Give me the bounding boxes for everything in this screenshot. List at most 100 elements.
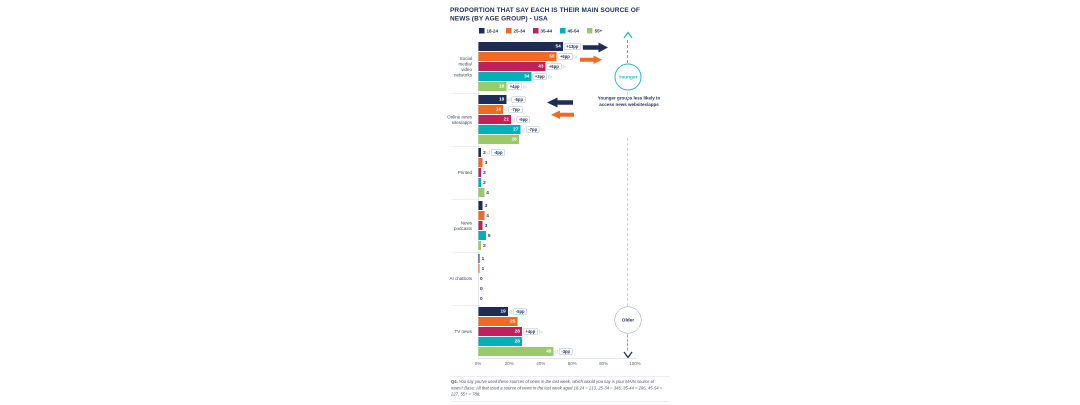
category-label-text: TV news: [454, 329, 472, 335]
category-label: News podcasts: [396, 201, 472, 251]
bar-row: 43 +6pp ▷: [478, 62, 567, 71]
bar-row: 28: [478, 337, 522, 346]
bar-35-44: [478, 221, 483, 230]
category-label-text: Social media/ video networks: [453, 55, 472, 78]
change-left-triangle-icon: ◁: [506, 97, 511, 102]
bar-value: 27: [513, 126, 519, 133]
category-label: Social media/ video networks: [396, 42, 472, 92]
category-label-text: AI chatbots: [449, 276, 472, 282]
legend: 18-24 25-34 35-44 45-54 55+: [479, 28, 602, 34]
bar-row: 54+13pp▷: [478, 42, 586, 51]
bar-row: 5: [478, 231, 490, 240]
bar-18-24: 18: [478, 95, 507, 104]
bar-55+: [478, 188, 485, 197]
bar-row: 1: [478, 264, 484, 273]
bar-18-24: 19: [478, 307, 508, 316]
bar-18-24: [478, 201, 483, 210]
footnote-question-number: Q4.: [451, 379, 458, 384]
change-right-triangle-icon: ▷: [523, 84, 528, 89]
bar-row: 19 ◁ -5pp: [478, 307, 528, 316]
change-badge: +4pp: [522, 328, 538, 335]
bar-value: 3: [484, 222, 488, 229]
change-badge: +3pp: [532, 73, 548, 80]
x-tick-label: 0%: [474, 361, 482, 366]
increase-arrow-navy-icon: [583, 42, 608, 53]
bar-row: 28 +4pp ▷: [478, 327, 543, 336]
x-tick-label: 80%: [599, 361, 609, 366]
change-left-triangle-icon: ◁: [511, 117, 515, 122]
bar-row: 4: [478, 211, 489, 220]
bar-value: 2: [483, 179, 486, 186]
legend-label: 18-24: [486, 28, 499, 34]
legend-item: 35-44: [533, 28, 552, 34]
bar-row: 3: [478, 201, 487, 210]
legend-swatch: [506, 28, 512, 34]
change-right-triangle-icon: ▷: [562, 64, 567, 69]
bar-value: 54: [555, 43, 561, 50]
change-badge: -5pp: [513, 308, 528, 315]
bar-value: 1: [481, 265, 485, 272]
bar-row: 0: [478, 284, 483, 293]
change-left-triangle-icon: ◁: [520, 127, 525, 132]
bar-value: 3: [484, 202, 488, 209]
x-tick-label: 20%: [504, 361, 514, 366]
bar-row: 21 ◁ -9pp: [478, 115, 531, 124]
bar-row: 50 +6pp ▷: [478, 52, 578, 61]
up-arrow-icon: [623, 31, 633, 39]
bar-25-34: 50: [478, 52, 557, 61]
bar-row: 48 ◁ -3pp: [478, 347, 574, 356]
bar-row: 26: [478, 135, 519, 144]
bar-45-54: 27: [478, 125, 521, 134]
timeline-dash-bottom: [627, 334, 628, 351]
bar-18-24: [478, 254, 480, 263]
legend-item: 18-24: [479, 28, 498, 34]
category-label: TV news: [396, 307, 472, 357]
x-axis-line: [478, 358, 636, 359]
bar-value: 50: [549, 53, 555, 60]
group-separator: [452, 305, 481, 306]
legend-label: 35-44: [540, 28, 553, 34]
younger-note: Younger groups less likely to access new…: [597, 95, 661, 107]
bar-value: 26: [511, 136, 517, 143]
legend-item: 25-34: [506, 28, 525, 34]
bar-row: 2: [478, 168, 486, 177]
y-axis-line: [478, 41, 479, 358]
category-label: AI chatbots: [396, 254, 472, 304]
change-right-triangle-icon: ▷: [573, 54, 578, 59]
bar-35-44: [478, 168, 482, 177]
bar-value: 16: [495, 106, 502, 113]
bar-row: 0: [478, 294, 483, 303]
bar-row: 0: [478, 274, 483, 283]
bar-55+: [478, 241, 482, 250]
bar-value: 21: [503, 116, 509, 123]
footnote-rule-top: [451, 376, 670, 377]
category-label: Online news sites/apps: [396, 95, 472, 145]
bar-row: 2 ◁ -4pp: [478, 148, 506, 157]
bar-35-44: 21: [478, 115, 511, 124]
change-right-triangle-icon: ▷: [539, 329, 543, 334]
bar-row: 1: [478, 254, 484, 263]
footnote: Q4.You say you've used these sources of …: [451, 379, 667, 398]
bar-35-44: 28: [478, 327, 522, 336]
change-badge: +6pp: [546, 63, 562, 70]
change-badge: -7pp: [508, 106, 523, 113]
bar-value: 19: [500, 308, 506, 315]
bar-25-34: [478, 264, 480, 273]
bar-18-24: [478, 148, 482, 157]
legend-swatch: [479, 28, 485, 34]
change-badge: -3pp: [558, 348, 573, 355]
change-badge: -6pp: [511, 96, 526, 103]
legend-label: 45-54: [567, 28, 580, 34]
change-left-triangle-icon: ◁: [486, 150, 490, 155]
legend-item: 45-54: [560, 28, 579, 34]
younger-circle: Younger: [614, 63, 642, 91]
chart-title: PROPORTION THAT SAY EACH IS THEIR MAIN S…: [450, 6, 640, 22]
legend-item: 55+: [587, 28, 602, 34]
bar-value: 2: [483, 169, 486, 176]
timeline-dash-mid: [627, 138, 628, 306]
x-tick-label: 40%: [536, 361, 546, 366]
bar-row: 3: [478, 221, 487, 230]
timeline-dash-top: [627, 40, 628, 63]
bar-row: 4: [478, 188, 489, 197]
bar-value: 34: [524, 73, 530, 80]
